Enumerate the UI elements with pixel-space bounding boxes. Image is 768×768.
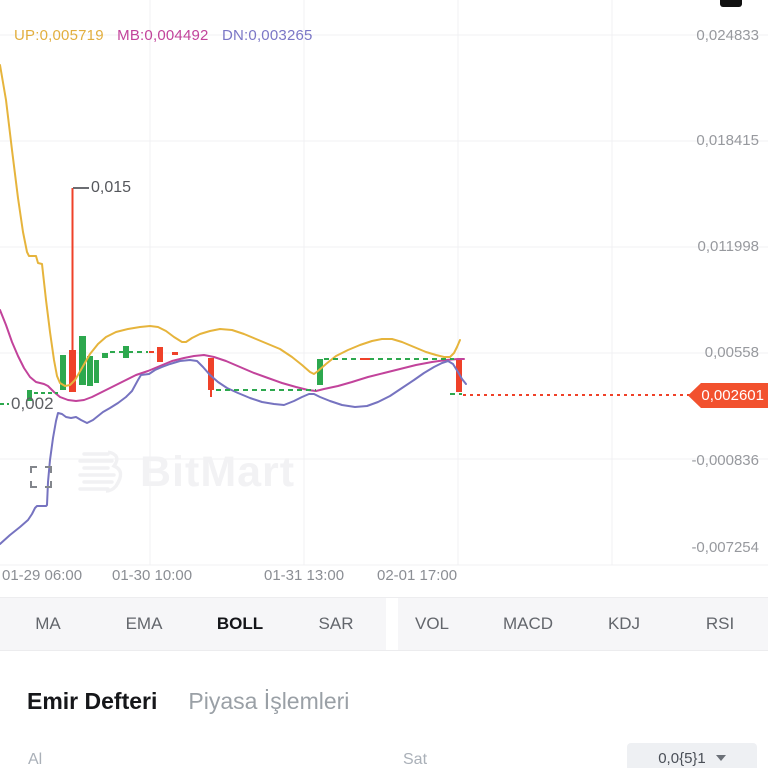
candlestick-bollinger-chart[interactable] <box>0 0 768 590</box>
tab-market-trades[interactable]: Piyasa İşlemleri <box>188 688 350 714</box>
price-chart-panel[interactable]: UP:0,005719 MB:0,004492 DN:0,003265 0,02… <box>0 0 768 597</box>
period-high-label: 0,015 <box>91 179 132 196</box>
y-axis-label: -0,000836 <box>691 452 759 469</box>
boll-mb-value: MB:0,004492 <box>117 27 209 44</box>
sell-column-label: Sat <box>403 751 428 768</box>
tab-kdj[interactable]: KDJ <box>607 614 641 633</box>
chevron-down-icon <box>715 755 726 761</box>
period-low-label: 0,002 <box>11 394 54 413</box>
x-axis-label: 01-31 13:00 <box>264 567 345 584</box>
tab-order-book[interactable]: Emir Defteri <box>27 688 158 714</box>
tab-sar[interactable]: SAR <box>318 614 354 633</box>
indicator-tabbar: MA EMA BOLL SAR VOL MACD KDJ RSI <box>0 597 768 651</box>
precision-value: 0,0{5}1 <box>658 749 706 767</box>
boll-indicator-legend: UP:0,005719 MB:0,004492 DN:0,003265 <box>14 27 322 44</box>
order-book-header: Al Sat 0,0{5}1 <box>0 741 768 768</box>
tab-rsi[interactable]: RSI <box>705 614 735 633</box>
market-section-tabs: Emir Defteri Piyasa İşlemleri <box>0 651 768 715</box>
last-price-tag: 0,002601 <box>688 383 768 408</box>
tab-macd[interactable]: MACD <box>502 614 554 633</box>
tab-ema[interactable]: EMA <box>125 614 163 633</box>
tab-ma[interactable]: MA <box>35 614 61 633</box>
menu-icon[interactable] <box>720 0 742 7</box>
boll-dn-value: DN:0,003265 <box>221 27 313 44</box>
tab-vol[interactable]: VOL <box>414 614 450 633</box>
x-axis-label: 01-30 10:00 <box>112 567 193 584</box>
x-axis: 01-29 06:00 01-30 10:00 01-31 13:00 02-0… <box>0 567 768 587</box>
tab-boll[interactable]: BOLL <box>216 614 264 633</box>
fullscreen-icon[interactable] <box>30 466 52 488</box>
precision-dropdown[interactable]: 0,0{5}1 <box>627 743 757 768</box>
y-axis-label: 0,018415 <box>696 132 759 149</box>
x-axis-label: 01-29 06:00 <box>2 567 83 584</box>
boll-up-value: UP:0,005719 <box>14 27 104 44</box>
y-axis-label: 0,011998 <box>697 238 759 255</box>
y-axis-label: -0,007254 <box>691 539 759 556</box>
x-axis-label: 02-01 17:00 <box>377 567 458 584</box>
y-axis-label: 0,00558 <box>704 344 759 361</box>
tabbar-divider <box>386 598 398 650</box>
buy-column-label: Al <box>28 751 43 768</box>
y-axis-label: 0,024833 <box>696 27 759 44</box>
